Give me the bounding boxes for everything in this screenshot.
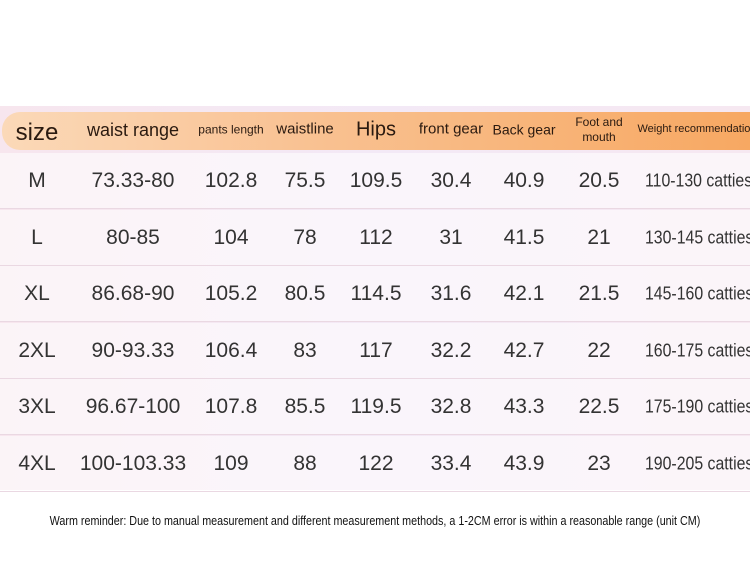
table-cell: 88 [293,451,317,475]
table-cell: 23 [587,451,611,475]
table-cell: 22 [587,338,611,362]
table-row [0,266,750,322]
table-cell: 117 [359,338,393,362]
header-cell: size [15,119,59,146]
table-cell: 43.3 [503,395,545,418]
table-cell: 21.5 [578,282,620,305]
table-cell: 145-160 catties [645,283,750,304]
table-cell: 112 [359,225,393,249]
table-row [0,209,750,266]
table-cell: 175-190 catties [645,396,750,417]
table-cell: 96.67-100 [85,395,181,418]
table-row [0,435,750,492]
table-cell: 78 [293,225,317,249]
table-cell: 31 [439,225,463,249]
table-cell: 106.4 [204,338,258,362]
table-cell: 32.2 [430,338,472,362]
table-cell: 42.7 [503,338,545,362]
footer-note: Warm reminder: Due to manual measurement… [49,514,701,528]
table-cell: L [31,225,43,249]
table-cell: 110-130 catties [645,170,750,191]
header-band [2,112,750,150]
table-cell: 73.33-80 [91,169,175,192]
table-cell: 109 [213,451,249,475]
table-cell: 40.9 [503,169,545,192]
table-cell: 3XL [18,395,56,418]
table-cell: 109.5 [349,169,403,192]
table-cell: 107.8 [204,395,258,418]
table-row [0,322,750,379]
table-cell: 85.5 [284,395,326,418]
table-cell: 83 [293,338,317,362]
header-cell: Foot and mouth [575,115,623,144]
table-row [0,153,750,209]
table-cell: 41.5 [503,225,545,249]
table-row [0,379,750,435]
table-cell: 43.9 [503,451,545,475]
table-cell: 86.68-90 [91,282,175,305]
table-cell: 21 [587,225,611,249]
table-cell: 130-145 catties [645,227,750,247]
header-cell: Back gear [492,121,556,138]
table-cell: 2XL [18,338,56,362]
table-cell: 30.4 [430,169,472,192]
header-cell: Weight recommendation [637,123,750,136]
header-cell: waistline [276,120,334,138]
header-cell: waist range [86,119,180,140]
table-cell: 190-205 catties [645,453,750,473]
header-cell: pants length [198,122,264,137]
table-cell: 105.2 [204,282,258,305]
table-cell: 160-175 catties [645,340,750,360]
table-cell: 42.1 [503,282,545,305]
table-cell: M [28,169,46,192]
table-cell: 122 [358,451,394,475]
table-cell: 100-103.33 [79,451,187,475]
header-cell: front gear [418,120,484,138]
table-cell: 4XL [18,451,56,475]
header-cell: Hips [355,118,397,141]
table-cell: 20.5 [578,169,620,192]
table-cell: 80-85 [106,225,160,249]
table-cell: 75.5 [284,169,326,192]
table-cell: 32.8 [430,395,472,418]
table-cell: 102.8 [204,169,258,192]
table-cell: 31.6 [430,282,472,305]
table-cell: 114.5 [350,282,402,305]
table-cell: 33.4 [430,451,472,475]
table-cell: 90-93.33 [91,338,175,362]
table-cell: 22.5 [578,395,620,418]
table-cell: 80.5 [284,282,326,305]
table-cell: 104 [213,225,249,249]
table-cell: 119.5 [350,395,402,418]
table-cell: XL [24,282,50,305]
